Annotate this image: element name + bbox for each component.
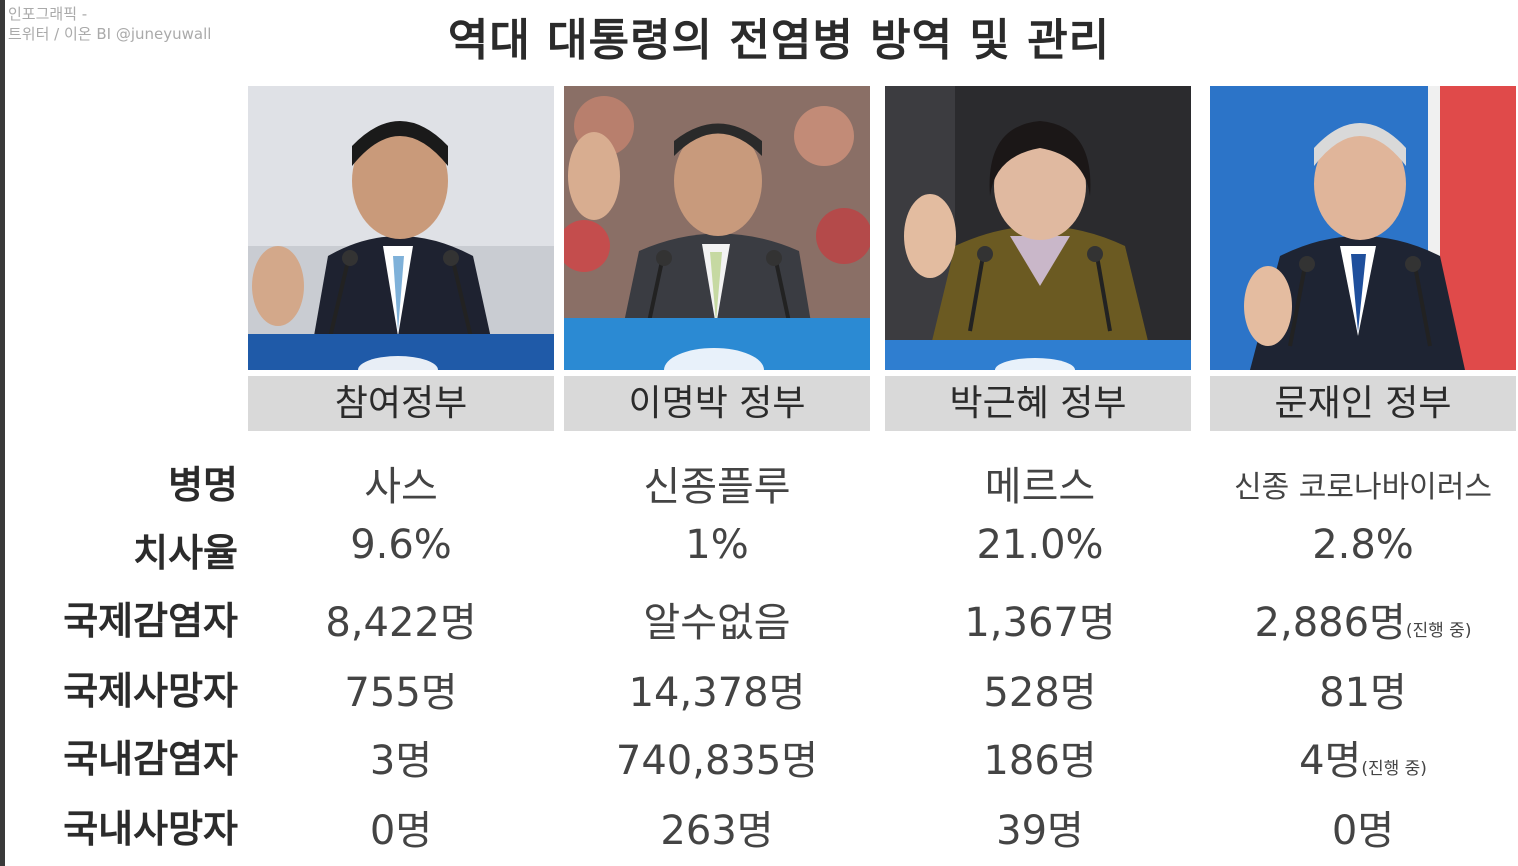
cell-domestic-deaths-3: 39명	[996, 808, 1084, 854]
government-label: 이명박 정부	[564, 376, 870, 431]
cell-global-infected-3: 1,367명	[964, 600, 1116, 646]
president-moon-photo	[1210, 86, 1516, 370]
page-title: 역대 대통령의 전염병 방역 및 관리	[447, 15, 1111, 66]
ongoing-note: (진행 중)	[1361, 759, 1427, 779]
credit: 인포그래픽 - 트위터 / 이온 BI @juneyuwall	[8, 4, 211, 44]
row-label-global-infected: 국제감염자	[63, 599, 238, 643]
cell-fatality-2: 1%	[685, 522, 749, 568]
cell-domestic-infected-1: 3명	[369, 738, 433, 784]
president-park-photo	[885, 86, 1191, 370]
cell-disease-4: 신종 코로나바이러스	[1234, 470, 1492, 505]
row-label-domestic-infected: 국내감염자	[63, 737, 238, 781]
cell-fatality-4: 2.8%	[1312, 522, 1414, 568]
cell-global-deaths-2: 14,378명	[628, 670, 806, 716]
credit-line-2: 트위터 / 이온 BI @juneyuwall	[8, 25, 212, 43]
cell-global-deaths-3: 528명	[983, 670, 1097, 716]
government-label: 문재인 정부	[1210, 376, 1516, 431]
cell-fatality-1: 9.6%	[350, 522, 452, 568]
cell-global-deaths-1: 755명	[344, 670, 458, 716]
cell-global-deaths-4: 81명	[1319, 670, 1407, 716]
cell-domestic-deaths-1: 0명	[369, 808, 433, 854]
cell-domestic-infected-3: 186명	[983, 738, 1097, 784]
cell-disease-2: 신종플루	[643, 464, 791, 510]
cell-global-infected-4: 2,886명(진행 중)	[1254, 600, 1472, 646]
cell-domestic-deaths-4: 0명	[1331, 808, 1395, 854]
president-noh-photo	[248, 86, 554, 370]
government-column-4: 문재인 정부	[1210, 86, 1516, 431]
row-label-global-deaths: 국제사망자	[63, 669, 238, 713]
cell-global-infected-2: 알수없음	[643, 600, 791, 646]
ongoing-note: (진행 중)	[1405, 621, 1472, 641]
left-border	[0, 0, 5, 866]
row-label-disease: 병명	[168, 463, 238, 507]
cell-disease-3: 메르스	[984, 464, 1096, 510]
cell-global-infected-1: 8,422명	[325, 600, 477, 646]
cell-domestic-infected-4: 4명(진행 중)	[1299, 738, 1427, 784]
cell-fatality-3: 21.0%	[976, 522, 1104, 568]
cell-domestic-infected-2: 740,835명	[615, 738, 819, 784]
government-label: 참여정부	[248, 376, 554, 431]
cell-domestic-deaths-2: 263명	[660, 808, 774, 854]
row-label-fatality-rate: 치사율	[133, 531, 238, 575]
cell-disease-1: 사스	[364, 464, 438, 510]
government-column-2: 이명박 정부	[564, 86, 870, 431]
government-label: 박근혜 정부	[885, 376, 1191, 431]
credit-line-1: 인포그래픽 -	[8, 5, 88, 23]
president-lee-photo	[564, 86, 870, 370]
government-column-3: 박근혜 정부	[885, 86, 1191, 431]
row-label-domestic-deaths: 국내사망자	[63, 807, 238, 851]
government-column-1: 참여정부	[248, 86, 554, 431]
